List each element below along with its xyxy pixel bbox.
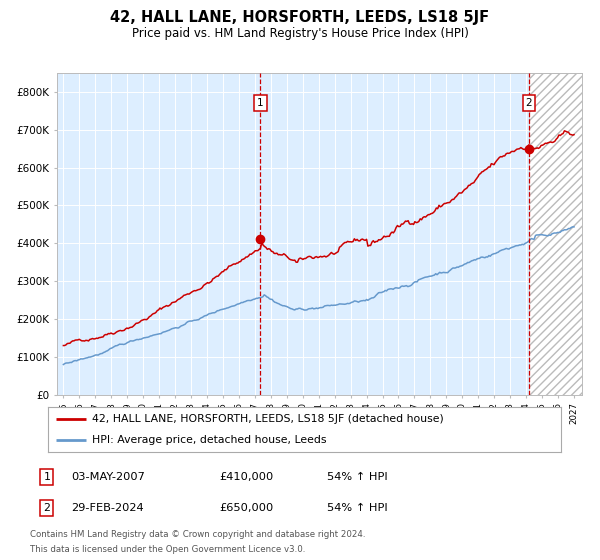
Text: This data is licensed under the Open Government Licence v3.0.: This data is licensed under the Open Gov… [30,545,305,554]
Text: 1: 1 [43,472,50,482]
Text: £410,000: £410,000 [219,472,273,482]
Text: 2: 2 [43,503,50,513]
Text: Contains HM Land Registry data © Crown copyright and database right 2024.: Contains HM Land Registry data © Crown c… [30,530,365,539]
Text: 54% ↑ HPI: 54% ↑ HPI [327,503,388,513]
Text: 2: 2 [526,99,532,109]
Text: 29-FEB-2024: 29-FEB-2024 [71,503,143,513]
Text: HPI: Average price, detached house, Leeds: HPI: Average price, detached house, Leed… [92,435,326,445]
Text: 03-MAY-2007: 03-MAY-2007 [71,472,145,482]
Text: 42, HALL LANE, HORSFORTH, LEEDS, LS18 5JF: 42, HALL LANE, HORSFORTH, LEEDS, LS18 5J… [110,10,490,25]
Text: Price paid vs. HM Land Registry's House Price Index (HPI): Price paid vs. HM Land Registry's House … [131,27,469,40]
Text: 42, HALL LANE, HORSFORTH, LEEDS, LS18 5JF (detached house): 42, HALL LANE, HORSFORTH, LEEDS, LS18 5J… [92,414,443,424]
Bar [529,73,582,395]
Text: 1: 1 [257,99,264,109]
Text: £650,000: £650,000 [219,503,273,513]
Text: 54% ↑ HPI: 54% ↑ HPI [327,472,388,482]
